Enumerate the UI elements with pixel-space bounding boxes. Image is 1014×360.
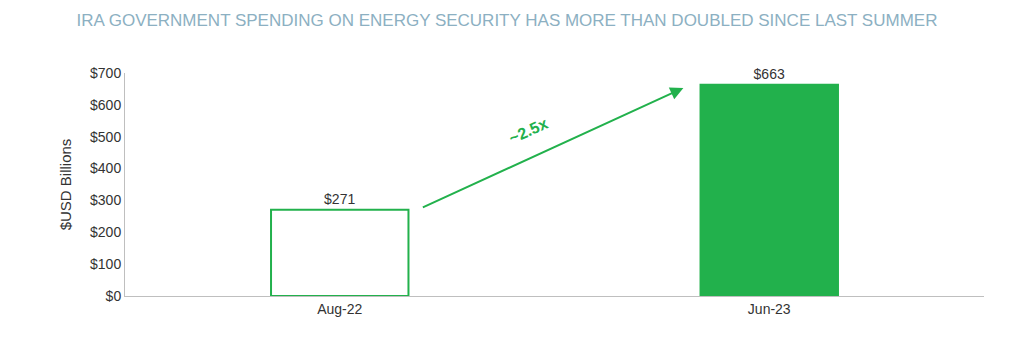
- svg-text:$100: $100: [90, 256, 121, 272]
- svg-text:Jun-23: Jun-23: [748, 301, 791, 317]
- svg-text:$700: $700: [90, 65, 121, 81]
- svg-text:$300: $300: [90, 192, 121, 208]
- svg-text:$271: $271: [324, 191, 355, 207]
- svg-text:$200: $200: [90, 224, 121, 240]
- svg-text:$663: $663: [754, 66, 785, 82]
- svg-text:IRA GOVERNMENT SPENDING ON ENE: IRA GOVERNMENT SPENDING ON ENERGY SECURI…: [77, 11, 938, 30]
- svg-text:$USD Billions: $USD Billions: [57, 139, 74, 231]
- svg-text:Aug-22: Aug-22: [317, 301, 362, 317]
- svg-text:~2.5x: ~2.5x: [506, 115, 550, 147]
- svg-text:$400: $400: [90, 160, 121, 176]
- svg-text:$500: $500: [90, 129, 121, 145]
- svg-text:$0: $0: [106, 288, 122, 304]
- svg-text:$600: $600: [90, 97, 121, 113]
